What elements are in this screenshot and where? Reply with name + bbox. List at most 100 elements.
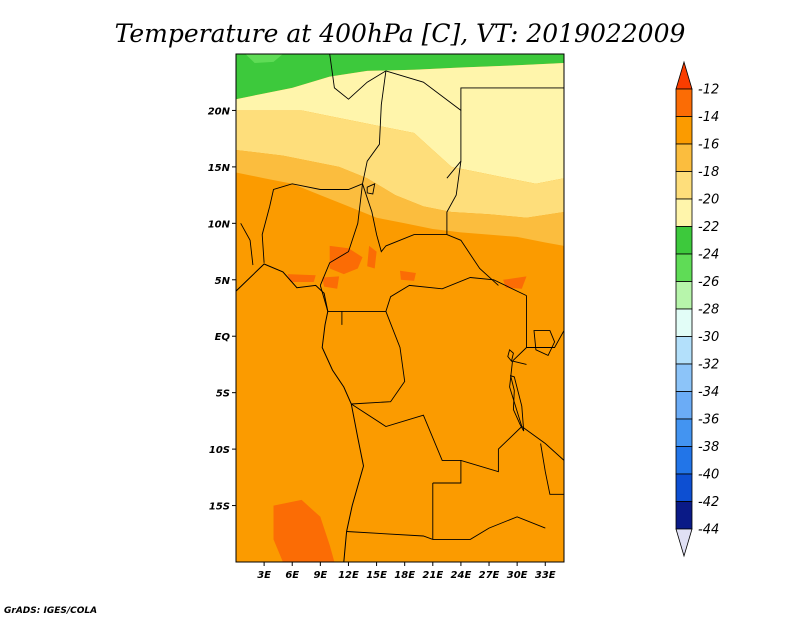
temp-region-pale-yellow-north <box>236 63 564 184</box>
lon-tick-label: 9E <box>313 570 327 581</box>
colorbar-level-label: -24 <box>698 248 719 263</box>
colorbar-swatch <box>675 501 693 530</box>
map-frame <box>235 53 565 563</box>
country-borders <box>236 54 564 562</box>
country-border <box>351 403 523 473</box>
lon-tick-label: 12E <box>338 570 359 581</box>
colorbar-level-label: -20 <box>698 193 719 208</box>
country-border <box>512 360 527 365</box>
country-border <box>346 516 546 540</box>
lon-tick-label: 33E <box>535 570 556 581</box>
lon-tick-label: 24E <box>451 570 472 581</box>
lake-outline <box>509 375 525 432</box>
temp-region-light-yellow-band <box>236 110 564 218</box>
temp-region-red-orange-patch-namibia <box>273 499 335 562</box>
country-border <box>319 285 343 325</box>
colorbar-swatch <box>675 88 693 117</box>
colorbar-swatch <box>675 336 693 365</box>
map-area <box>236 54 564 562</box>
country-border <box>432 460 462 484</box>
colorbar-level-label: -32 <box>698 358 719 373</box>
colorbar-level-label: -16 <box>698 138 719 153</box>
temp-region-red-orange-patch-east <box>503 276 527 289</box>
lat-tick-label: EQ <box>215 332 231 343</box>
temp-region-red-orange-patch-nigeria <box>329 245 363 275</box>
colorbar-level-label: -28 <box>698 303 719 318</box>
colorbar-swatch <box>675 171 693 200</box>
lat-tick-label: 15S <box>209 502 230 513</box>
country-border <box>362 183 447 253</box>
colorbar-bottom-arrow <box>675 528 693 558</box>
colorbar-level-label: -44 <box>698 523 719 538</box>
grads-credit: GrADS: IGES/COLA <box>4 606 97 616</box>
colorbar-swatch <box>675 446 693 475</box>
temp-region-red-orange-patch-cameroon-south <box>322 276 340 289</box>
colorbar-swatch <box>675 418 693 447</box>
colorbar-level-label: -14 <box>698 110 719 125</box>
colorbar-swatch <box>675 363 693 392</box>
colorbar-swatch <box>675 143 693 172</box>
lat-tick-label: 20N <box>208 106 231 117</box>
lat-tick-label: 15N <box>208 163 231 174</box>
colorbar-swatch <box>675 116 693 145</box>
lake-outline <box>533 330 556 356</box>
colorbar-top-arrow <box>675 60 693 90</box>
temp-region-north-light-green-patch <box>245 54 283 63</box>
country-border <box>351 311 406 405</box>
colorbar-level-label: -12 <box>698 83 719 98</box>
country-border <box>329 54 387 100</box>
colorbar-level-label: -30 <box>698 330 719 345</box>
longitude-axis: 3E 6E 9E 12E 15E 18E 21E 24E 27E 30E 33E <box>257 562 556 581</box>
country-border <box>362 70 387 184</box>
lon-tick-label: 27E <box>479 570 500 581</box>
chart-title: Temperature at 400hPa [C], VT: 201902200… <box>115 19 686 48</box>
colorbar-swatch <box>675 198 693 227</box>
temp-region-red-orange-patch-gulf <box>287 274 316 282</box>
colorbar-swatch <box>675 281 693 310</box>
lat-tick-label: 10S <box>209 445 230 456</box>
temp-region-north-green-band <box>236 54 564 100</box>
colorbar-level-label: -18 <box>698 165 719 180</box>
colorbar-level-label: -34 <box>698 385 719 400</box>
colorbar-legend: -12 -14 -16 -18 -20 -22 -24 -26 -28 -30 -32 -34 -36 -… <box>675 60 719 558</box>
country-border <box>521 426 564 461</box>
colorbar-level-label: -42 <box>698 495 719 510</box>
country-border <box>319 183 363 286</box>
lon-tick-label: 21E <box>422 570 443 581</box>
country-border <box>240 223 254 266</box>
country-border <box>446 234 499 286</box>
colorbar-swatch <box>675 226 693 255</box>
colorbar-swatch <box>675 473 693 502</box>
country-border <box>540 443 564 495</box>
country-border <box>341 277 527 312</box>
lake-outline <box>366 183 376 195</box>
lat-tick-label: 5S <box>216 389 230 400</box>
temp-region-red-orange-patch-cameroon <box>367 245 377 269</box>
country-border <box>446 161 462 235</box>
colorbar-swatch <box>675 308 693 337</box>
country-border <box>460 87 564 111</box>
colorbar-swatch <box>675 253 693 282</box>
colorbar-level-label: -40 <box>698 468 719 483</box>
temperature-fill <box>236 54 564 562</box>
lon-tick-label: 3E <box>257 570 271 581</box>
lon-tick-label: 15E <box>366 570 387 581</box>
colorbar-level-label: -26 <box>698 275 719 290</box>
temp-region-light-orange-band <box>236 150 564 246</box>
country-border <box>261 206 271 263</box>
lon-tick-label: 6E <box>285 570 299 581</box>
lon-tick-label: 18E <box>394 570 415 581</box>
lat-tick-label: 10N <box>208 219 231 230</box>
coastline <box>236 263 365 562</box>
temp-region-red-orange-patch-car <box>400 270 416 281</box>
country-border <box>269 183 363 207</box>
latitude-axis: 20N 15N 10N 5N EQ 5S 10S 15S <box>208 106 236 513</box>
lake-outline <box>507 348 514 363</box>
lon-tick-label: 30E <box>507 570 528 581</box>
colorbar-level-label: -38 <box>698 440 719 455</box>
colorbar-swatch <box>675 391 693 420</box>
colorbar-level-label: -36 <box>698 413 719 428</box>
lat-tick-label: 5N <box>215 276 231 287</box>
colorbar-level-label: -22 <box>698 220 719 235</box>
